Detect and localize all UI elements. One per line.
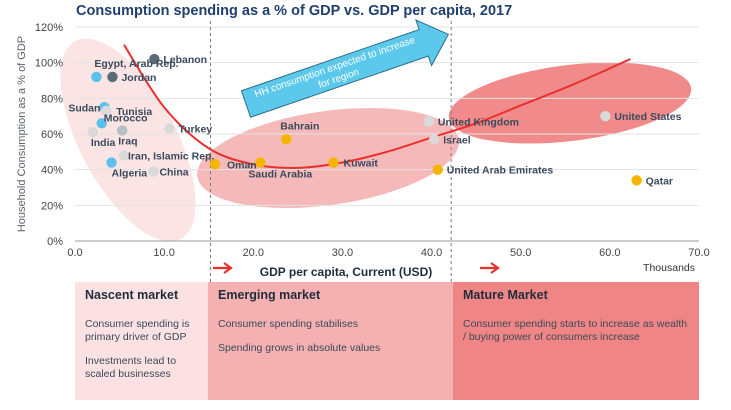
nascent-market-line-2: Investments lead to scaled businesses [85,355,177,380]
data-point-label: United Arab Emirates [447,165,554,177]
data-point-label: Bahrain [280,120,319,132]
data-point [255,157,266,168]
chart-title: Consumption spending as a % of GDP vs. G… [76,3,512,19]
data-point [148,166,159,177]
emerging-market-title: Emerging market [218,288,321,302]
data-point [149,53,160,65]
data-point [631,175,642,186]
emerging-market-line-1: Consumer spending stabilises [218,318,359,330]
data-point-label: China [159,166,188,178]
mature-market-title: Mature Market [463,288,548,302]
data-point-label: Turkey [178,124,212,136]
y-tick-label: 120% [35,22,63,34]
trend-curve [123,44,631,169]
data-point [96,118,107,129]
y-axis-title: Household Consumption as a % of GDP [16,36,28,232]
x-tick-label: 70.0 [688,247,709,259]
stage-progress-arrow [480,262,500,274]
data-point-label: India [91,137,116,149]
data-point-label: Iraq [118,135,137,147]
data-point [164,123,175,134]
data-point-label: Jordan [121,72,156,84]
emerging-market-line-2: Spending grows in absolute values [218,342,381,354]
data-point-label: Lebanon [163,54,207,66]
x-tick-label: 40.0 [421,247,442,259]
x-tick-label: 60.0 [599,247,620,259]
data-point [429,134,440,145]
data-point [432,164,444,175]
data-point-label: Tunisia [116,106,152,118]
x-tick-label: 0.0 [67,247,82,259]
data-point [106,157,117,168]
x-axis-title: GDP per capita, Current (USD) [260,265,432,279]
mature-market-line-1: Consumer spending starts to increase as … [463,318,688,343]
data-point-label: Egypt, Arab Rep. [94,58,178,70]
data-point [91,71,102,83]
y-tick-label: 40% [41,165,63,177]
data-point-label: United Kingdom [438,117,519,129]
nascent-market-panel: Nascent market Consumer spending is prim… [75,282,208,400]
x-axis-unit: Thousands [643,262,695,274]
data-point [281,134,292,145]
data-point-label: Morocco [104,112,148,124]
data-point-label: Sudan [68,102,100,114]
data-point-label: Kuwait [344,158,379,170]
data-point [117,125,128,136]
data-point-label: Israel [443,134,471,146]
data-point [107,71,118,83]
data-point-label: Qatar [646,175,673,187]
data-point-label: Iran, Islamic Rep. [128,150,214,162]
data-point [423,116,435,127]
data-point-label: Saudi Arabia [248,169,312,181]
data-point [87,127,99,138]
mature-cluster-ellipse [448,62,692,144]
y-tick-label: 100% [35,58,63,70]
y-tick-label: 60% [41,129,63,141]
y-tick-label: 0% [47,236,63,248]
data-point-label: Oman [227,159,257,171]
x-tick-label: 10.0 [153,247,174,259]
data-point [101,105,112,117]
y-tick-label: 80% [41,93,63,105]
data-point [118,150,130,161]
y-tick-label: 20% [41,200,63,212]
data-point-label: United States [614,111,681,123]
x-tick-label: 30.0 [332,247,353,259]
stage-progress-arrow [213,262,233,274]
emerging-cluster-ellipse [197,107,459,209]
mature-market-panel: Mature Market Consumer spending starts t… [453,282,699,400]
scatter-chart: HH consumption expected to increasefor r… [16,3,710,282]
market-stage-panels: Nascent market Consumer spending is prim… [75,282,699,400]
data-point [600,110,611,122]
growth-arrow-shape [240,19,450,118]
nascent-market-line-1: Consumer spending is primary driver of G… [85,318,190,343]
x-tick-label: 50.0 [510,247,531,259]
emerging-market-panel: Emerging market Consumer spending stabil… [208,282,453,400]
data-point [209,159,221,170]
nascent-market-title: Nascent market [85,288,179,302]
nascent-cluster-ellipse [60,38,196,242]
data-point-label: Algeria [112,168,148,180]
x-tick-label: 20.0 [243,247,264,259]
data-point [328,157,339,168]
